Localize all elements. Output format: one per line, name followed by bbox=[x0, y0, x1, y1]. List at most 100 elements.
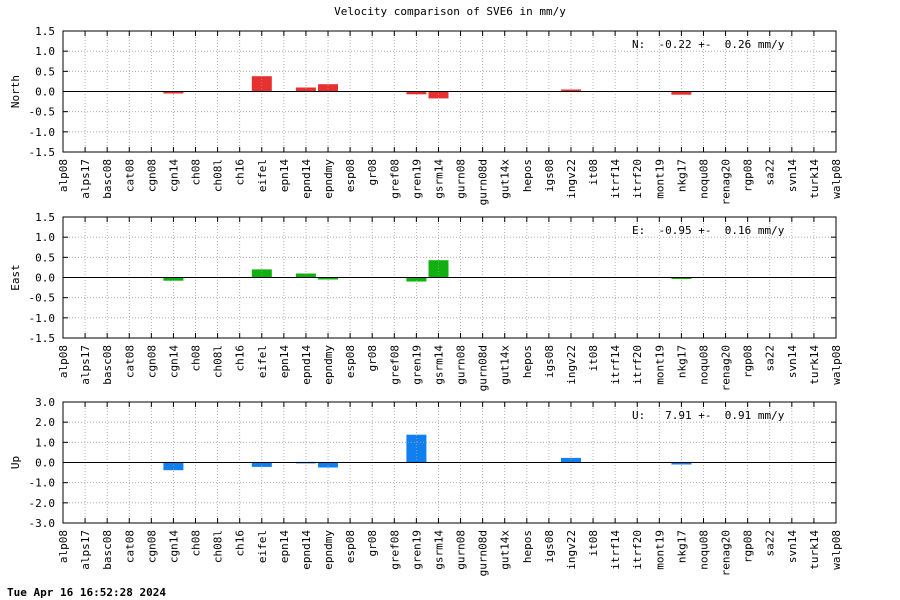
x-tick-label: eifel bbox=[256, 345, 269, 378]
y-axis-label: East bbox=[9, 264, 22, 291]
x-tick-label: ch16 bbox=[234, 530, 247, 557]
x-tick-label: ch08l bbox=[212, 159, 225, 192]
x-tick-label: it08 bbox=[587, 530, 600, 557]
x-tick-label: igs08 bbox=[543, 530, 556, 563]
y-tick-label: 3.0 bbox=[35, 396, 55, 409]
x-tick-label: ingv22 bbox=[565, 159, 578, 199]
x-tick-label: rgp08 bbox=[742, 345, 755, 378]
bar-north-eifel bbox=[251, 76, 272, 92]
x-tick-label: epndmy bbox=[322, 159, 335, 199]
x-tick-label: nkg17 bbox=[675, 530, 688, 563]
bar-east-epnd14 bbox=[295, 273, 316, 278]
x-tick-label: gr08 bbox=[366, 530, 379, 557]
x-tick-label: noqu08 bbox=[697, 159, 710, 199]
x-tick-label: walp08 bbox=[830, 345, 843, 385]
x-tick-label: itrf14 bbox=[609, 530, 622, 570]
x-tick-label: gr08 bbox=[366, 345, 379, 372]
x-tick-label: basc08 bbox=[101, 159, 114, 199]
y-tick-label: 1.0 bbox=[35, 231, 55, 244]
bar-up-eifel bbox=[251, 462, 272, 467]
y-tick-label: -1.5 bbox=[29, 332, 56, 345]
x-tick-label: rgp08 bbox=[742, 530, 755, 563]
x-tick-label: basc08 bbox=[101, 530, 114, 570]
x-tick-label: hepos bbox=[521, 345, 534, 378]
x-tick-label: svn14 bbox=[786, 345, 799, 378]
bar-up-ingv22 bbox=[561, 457, 581, 463]
x-tick-label: turk14 bbox=[808, 530, 821, 570]
x-tick-label: cat08 bbox=[123, 159, 136, 192]
y-tick-label: -1.0 bbox=[29, 312, 56, 325]
x-tick-label: esp08 bbox=[344, 530, 357, 563]
x-tick-label: gut14x bbox=[499, 530, 512, 570]
x-tick-label: walp08 bbox=[830, 530, 843, 570]
bar-east-epndmy bbox=[318, 277, 338, 280]
x-tick-label: sa22 bbox=[764, 159, 777, 186]
x-tick-label: itrf14 bbox=[609, 345, 622, 385]
x-tick-label: gurn08d bbox=[477, 345, 490, 391]
x-tick-label: cgn14 bbox=[167, 345, 180, 378]
panel-annotation: E: -0.95 +- 0.16 mm/y bbox=[632, 224, 785, 237]
x-tick-label: ch08l bbox=[212, 345, 225, 378]
x-tick-label: gsrm14 bbox=[432, 345, 445, 385]
x-tick-label: svn14 bbox=[786, 530, 799, 563]
y-tick-label: -1.0 bbox=[29, 126, 56, 139]
x-tick-label: itrf20 bbox=[631, 159, 644, 199]
x-tick-label: gurn08d bbox=[477, 159, 490, 205]
chart-title: Velocity comparison of SVE6 in mm/y bbox=[334, 5, 566, 18]
x-tick-label: gren19 bbox=[410, 530, 423, 570]
y-tick-label: -2.0 bbox=[29, 497, 56, 510]
x-tick-label: gurn08 bbox=[455, 345, 468, 385]
panel-annotation: N: -0.22 +- 0.26 mm/y bbox=[632, 38, 785, 51]
x-tick-label: renag20 bbox=[720, 530, 733, 576]
x-tick-label: hepos bbox=[521, 530, 534, 563]
y-tick-label: -1.5 bbox=[29, 146, 56, 159]
y-tick-label: -0.5 bbox=[29, 106, 56, 119]
x-tick-label: rgp08 bbox=[742, 159, 755, 192]
x-tick-label: gr08 bbox=[366, 159, 379, 186]
x-tick-label: renag20 bbox=[720, 345, 733, 391]
x-tick-label: cat08 bbox=[123, 530, 136, 563]
x-tick-label: igs08 bbox=[543, 345, 556, 378]
x-tick-label: turk14 bbox=[808, 345, 821, 385]
x-tick-label: sa22 bbox=[764, 530, 777, 557]
x-tick-label: epn14 bbox=[278, 345, 291, 378]
y-tick-label: 1.0 bbox=[35, 436, 55, 449]
x-tick-label: nkg17 bbox=[675, 345, 688, 378]
x-tick-label: esp08 bbox=[344, 345, 357, 378]
x-tick-label: ingv22 bbox=[565, 530, 578, 570]
plot-frame bbox=[62, 30, 837, 153]
timestamp: Tue Apr 16 16:52:28 2024 bbox=[7, 586, 166, 599]
bar-east-eifel bbox=[251, 269, 272, 278]
x-tick-label: alps17 bbox=[79, 530, 92, 570]
x-tick-label: gurn08 bbox=[455, 530, 468, 570]
x-tick-label: cgn08 bbox=[145, 345, 158, 378]
x-tick-label: mont19 bbox=[653, 159, 666, 199]
y-tick-label: -1.0 bbox=[29, 477, 56, 490]
x-tick-label: svn14 bbox=[786, 159, 799, 192]
y-tick-label: 0.0 bbox=[35, 86, 55, 99]
x-tick-label: gref08 bbox=[388, 159, 401, 199]
bar-up-gren19 bbox=[406, 434, 427, 463]
x-tick-label: itrf14 bbox=[609, 159, 622, 199]
x-tick-label: gut14x bbox=[499, 159, 512, 199]
x-tick-label: ch16 bbox=[234, 345, 247, 372]
x-tick-label: ch16 bbox=[234, 159, 247, 186]
x-tick-label: nkg17 bbox=[675, 159, 688, 192]
x-tick-label: alps17 bbox=[79, 159, 92, 199]
x-tick-label: epnd14 bbox=[300, 530, 313, 570]
x-tick-label: esp08 bbox=[344, 159, 357, 192]
x-tick-label: ingv22 bbox=[565, 345, 578, 385]
y-axis-label: Up bbox=[9, 456, 22, 469]
x-tick-label: cgn14 bbox=[167, 530, 180, 563]
x-tick-label: ch08 bbox=[190, 159, 203, 186]
plot-frame bbox=[62, 216, 837, 339]
x-tick-label: walp08 bbox=[830, 159, 843, 199]
x-tick-label: gurn08 bbox=[455, 159, 468, 199]
x-tick-label: gsrm14 bbox=[432, 159, 445, 199]
x-tick-label: ch08l bbox=[212, 530, 225, 563]
x-tick-label: eifel bbox=[256, 530, 269, 563]
y-tick-label: 1.5 bbox=[35, 211, 55, 224]
x-tick-label: igs08 bbox=[543, 159, 556, 192]
